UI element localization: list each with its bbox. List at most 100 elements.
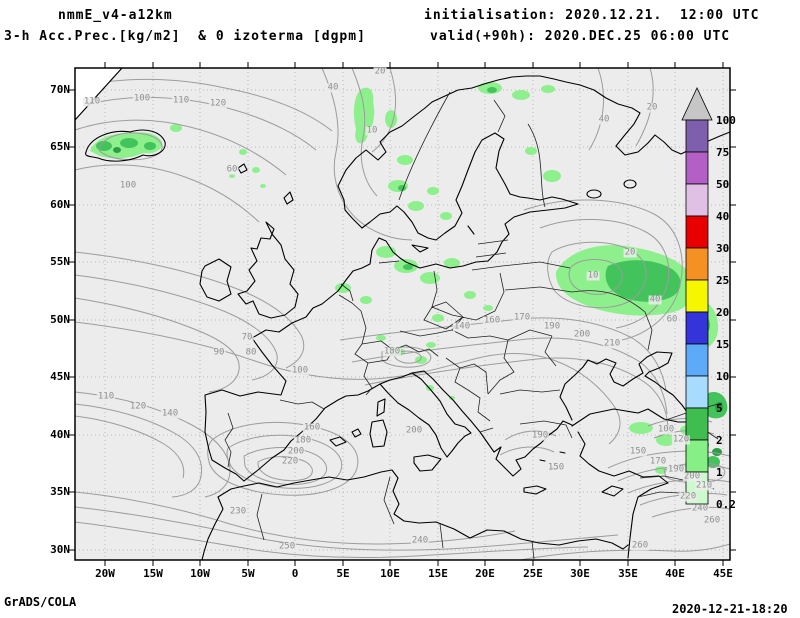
- lon-tick-label: 5W: [241, 567, 255, 580]
- contour-label: 160: [482, 315, 502, 326]
- lon-tick-label: 25E: [523, 567, 543, 580]
- lon-tick-label: 40E: [665, 567, 685, 580]
- contour-label: 10: [586, 270, 600, 281]
- colorbar-value-label: 2: [716, 434, 723, 447]
- grads-credit: GrADS/COLA: [4, 595, 77, 609]
- colorbar-segment: [685, 119, 709, 153]
- contour-label: 190: [666, 464, 686, 475]
- contour-label: 110: [82, 96, 102, 107]
- contour-label: 140: [452, 321, 472, 332]
- colorbar-value-label: 75: [716, 146, 729, 159]
- lon-tick-label: 15W: [143, 567, 163, 580]
- contour-label: 180: [382, 346, 402, 357]
- colorbar: 100 75 50 40 30 25 20 15 10 5 2 1 0.2: [680, 86, 740, 526]
- colorbar-segment: [685, 343, 709, 377]
- contour-label: 20: [373, 66, 387, 77]
- contour-label: 180: [293, 435, 313, 446]
- colorbar-segment: [685, 183, 709, 217]
- contour-label: 160: [302, 422, 322, 433]
- contour-label: 200: [286, 446, 306, 457]
- colorbar-segment: [685, 375, 709, 409]
- lat-tick-label: 55N: [50, 255, 70, 268]
- contour-label: 250: [277, 541, 297, 552]
- lon-tick-label: 35E: [618, 567, 638, 580]
- lat-tick-label: 35N: [50, 485, 70, 498]
- contour-label: 170: [512, 312, 532, 323]
- contour-label: 120: [128, 401, 148, 412]
- lon-tick-label: 10E: [380, 567, 400, 580]
- colorbar-segment: [685, 151, 709, 185]
- lon-tick-label: 20E: [475, 567, 495, 580]
- lon-tick-label: 0: [291, 567, 299, 580]
- lat-tick-label: 45N: [50, 370, 70, 383]
- contour-label: 120: [208, 98, 228, 109]
- contour-label: 240: [410, 535, 430, 546]
- contour-label: 10: [365, 125, 379, 136]
- colorbar-overflow-arrow: [681, 87, 713, 121]
- lat-tick-label: 30N: [50, 543, 70, 556]
- axis-ticks: [69, 62, 736, 566]
- colorbar-value-label: 10: [716, 370, 729, 383]
- contour-label: 110: [171, 95, 191, 106]
- model-title: nmmE_v4-a12km: [58, 8, 173, 23]
- contour-label: 100: [132, 93, 152, 104]
- map-frame: [74, 67, 731, 561]
- contour-label: 40: [648, 294, 662, 305]
- contour-label: 100: [290, 365, 310, 376]
- contour-label: 150: [546, 462, 566, 473]
- lon-tick-label: 45E: [713, 567, 733, 580]
- lon-tick-label: 10W: [190, 567, 210, 580]
- contour-label: 90: [212, 347, 226, 358]
- contour-label: 60: [225, 164, 239, 175]
- contour-label: 60: [665, 314, 679, 325]
- lat-tick-label: 60N: [50, 198, 70, 211]
- contour-label: 220: [280, 456, 300, 467]
- lon-tick-label: 15E: [428, 567, 448, 580]
- colorbar-segment: [685, 279, 709, 313]
- contour-label: 100: [118, 180, 138, 191]
- colorbar-value-label: 20: [716, 306, 729, 319]
- colorbar-scale: 100 75 50 40 30 25 20 15 10 5 2 1 0.2: [681, 87, 736, 511]
- colorbar-segment: [685, 311, 709, 345]
- colorbar-segment: [685, 439, 709, 473]
- contour-label: 200: [682, 471, 702, 482]
- contour-label: 240: [690, 503, 710, 514]
- contour-label: 260: [630, 540, 650, 551]
- contour-label: 20: [645, 102, 659, 113]
- lon-tick-label: 5E: [336, 567, 350, 580]
- init-time-label: initialisation: 2020.12.21. 12:00 UTC: [424, 8, 760, 23]
- valid-time-label: valid(+90h): 2020.DEC.25 06:00 UTC: [430, 29, 731, 44]
- contour-label: 190: [530, 430, 550, 441]
- colorbar-value-label: 0.2: [716, 498, 736, 511]
- projection-boundary: [74, 67, 123, 121]
- colorbar-value-label: 50: [716, 178, 729, 191]
- contour-label: 230: [228, 506, 248, 517]
- field-title: 3-h Acc.Prec.[kg/m2] & 0 izoterma [dgpm]: [4, 29, 366, 44]
- colorbar-segment: [685, 247, 709, 281]
- colorbar-segment: [685, 215, 709, 249]
- contour-label: 170: [648, 456, 668, 467]
- lakes: [586, 179, 637, 199]
- lat-tick-label: 65N: [50, 140, 70, 153]
- creation-timestamp: 2020-12-21-18:20: [672, 602, 788, 616]
- contour-label: 40: [597, 114, 611, 125]
- contour-label: 140: [160, 408, 180, 419]
- coastlines: [85, 75, 731, 561]
- colorbar-value-label: 30: [716, 242, 729, 255]
- colorbar-value-label: 100: [716, 114, 736, 127]
- contour-label: 110: [96, 391, 116, 402]
- colorbar-value-label: 1: [716, 466, 723, 479]
- contour-label: 80: [244, 347, 258, 358]
- contour-label: 220: [678, 491, 698, 502]
- contour-label: 200: [404, 425, 424, 436]
- lat-tick-label: 40N: [50, 428, 70, 441]
- lat-tick-label: 50N: [50, 313, 70, 326]
- contour-label: 40: [326, 82, 340, 93]
- colorbar-value-label: 40: [716, 210, 729, 223]
- contour-label: 70: [240, 332, 254, 343]
- contour-label: 210: [602, 338, 622, 349]
- contour-label: 190: [542, 321, 562, 332]
- lat-tick-label: 70N: [50, 83, 70, 96]
